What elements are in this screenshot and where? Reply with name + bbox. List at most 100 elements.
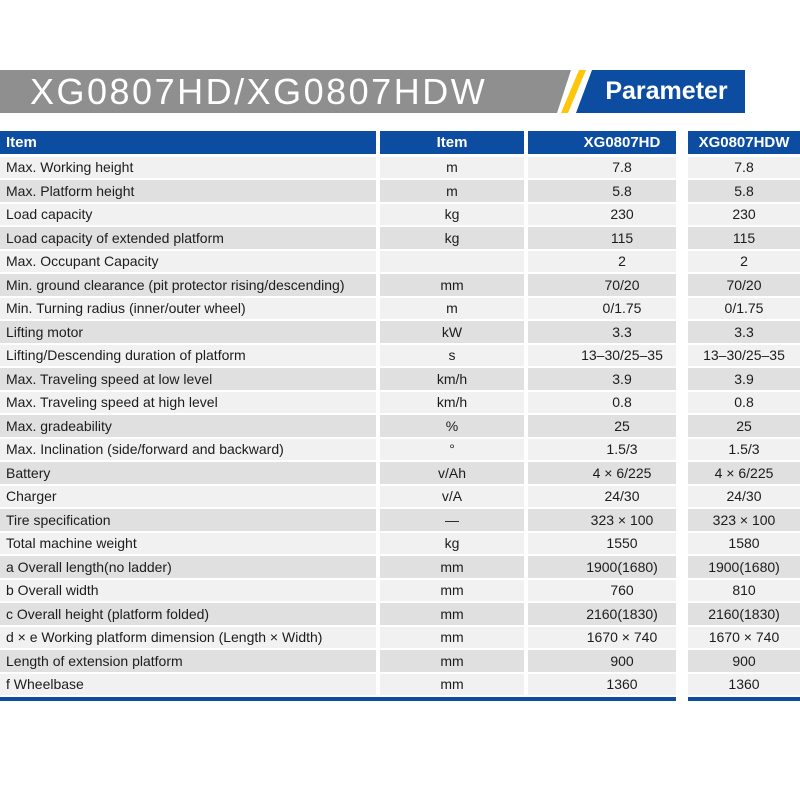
table-row: Max. Platform height m 5.8 5.8 [0,180,800,202]
spec-unit: m [380,156,524,178]
spec-unit: km/h [380,391,524,413]
spec-unit: ° [380,438,524,460]
spec-value-hdw: 1670 × 740 [688,626,800,648]
spec-unit: mm [380,556,524,578]
spec-value-hd: 4 × 6/225 [528,462,676,484]
spec-item-label: Max. Traveling speed at high level [0,391,376,413]
spec-item-label: Max. gradeability [0,415,376,437]
spec-value-hdw: 1360 [688,673,800,695]
spec-item-label: Max. Occupant Capacity [0,250,376,272]
spec-value-hdw: 2 [688,250,800,272]
spec-value-hd: 70/20 [528,274,676,296]
table-row: Battery v/Ah 4 × 6/225 4 × 6/225 [0,462,800,484]
spec-item-label: Max. Platform height [0,180,376,202]
table-row: Max. Inclination (side/forward and backw… [0,438,800,460]
spec-item-label: d × e Working platform dimension (Length… [0,626,376,648]
spec-unit: mm [380,650,524,672]
spec-value-hd: 760 [528,579,676,601]
spec-unit: v/A [380,485,524,507]
spec-unit: km/h [380,368,524,390]
spec-item-label: c Overall height (platform folded) [0,603,376,625]
table-row: d × e Working platform dimension (Length… [0,626,800,648]
spec-item-label: Load capacity of extended platform [0,227,376,249]
spec-value-hdw: 2160(1830) [688,603,800,625]
spec-value-hdw: 24/30 [688,485,800,507]
spec-value-hd: 1900(1680) [528,556,676,578]
spec-value-hdw: 1580 [688,532,800,554]
spec-unit [380,250,524,272]
parameter-tag-label: Parameter [605,77,728,105]
spec-value-hdw: 7.8 [688,156,800,178]
spec-value-hdw: 3.9 [688,368,800,390]
spec-value-hd: 24/30 [528,485,676,507]
table-header-row: Item Item XG0807HD XG0807HDW [0,131,800,154]
spec-rows: Max. Working height m 7.8 7.8 Max. Platform … [0,156,800,695]
spec-value-hd: 0/1.75 [528,297,676,319]
spec-value-hdw: 0.8 [688,391,800,413]
spec-value-hd: 2160(1830) [528,603,676,625]
spec-unit: kW [380,321,524,343]
spec-value-hd: 13–30/25–35 [528,344,676,366]
header-xg0807hdw: XG0807HDW [688,131,800,154]
table-row: a Overall length(no ladder) mm 1900(1680) 1… [0,556,800,578]
spec-unit: kg [380,203,524,225]
spec-item-label: Max. Working height [0,156,376,178]
spec-value-hdw: 3.3 [688,321,800,343]
spec-value-hd: 230 [528,203,676,225]
table-row: b Overall width mm 760 810 [0,579,800,601]
table-row: Max. Traveling speed at low level km/h 3.9… [0,368,800,390]
spec-value-hd: 5.8 [528,180,676,202]
spec-value-hd: 3.3 [528,321,676,343]
spec-item-label: Max. Traveling speed at low level [0,368,376,390]
table-row: Load capacity kg 230 230 [0,203,800,225]
table-row: f Wheelbase mm 1360 1360 [0,673,800,695]
header-unit: Item [380,131,524,154]
spec-item-label: Lifting motor [0,321,376,343]
table-row: Max. gradeability% 25 25 [0,415,800,437]
spec-item-label: f Wheelbase [0,673,376,695]
spec-item-label: b Overall width [0,579,376,601]
spec-unit: mm [380,626,524,648]
spec-item-label: Length of extension platform [0,650,376,672]
model-title: XG0807HD/XG0807HDW [30,70,488,112]
spec-value-hdw: 1.5/3 [688,438,800,460]
spec-value-hdw: 4 × 6/225 [688,462,800,484]
spec-item-label: Total machine weight [0,532,376,554]
spec-value-hdw: 70/20 [688,274,800,296]
table-row: Length of extension platform mm 900 900 [0,650,800,672]
table-row: Tire specification —323 × 100 323 × 100 [0,509,800,531]
spec-value-hd: 323 × 100 [528,509,676,531]
table-row: Total machine weight kg 1550 1580 [0,532,800,554]
spec-item-label: Load capacity [0,203,376,225]
table-row: Load capacity of extended platform kg 115 1… [0,227,800,249]
parameter-tag: Parameter [576,70,745,113]
spec-value-hd: 0.8 [528,391,676,413]
spec-value-hd: 7.8 [528,156,676,178]
spec-unit: — [380,509,524,531]
spec-value-hd: 1360 [528,673,676,695]
table-row: Max. Working height m 7.8 7.8 [0,156,800,178]
spec-value-hdw: 115 [688,227,800,249]
table-row: Min. ground clearance (pit protector ris… [0,274,800,296]
spec-unit: mm [380,274,524,296]
spec-value-hdw: 25 [688,415,800,437]
table-bottom-rule [0,697,800,701]
spec-value-hd: 25 [528,415,676,437]
spec-unit: kg [380,227,524,249]
title-bar: XG0807HD/XG0807HDW [0,70,571,113]
spec-item-label: Battery [0,462,376,484]
table-row: Max. Occupant Capacity 2 2 [0,250,800,272]
spec-item-label: Min. ground clearance (pit protector ris… [0,274,376,296]
spec-value-hdw: 810 [688,579,800,601]
table-row: Charger v/A 24/30 24/30 [0,485,800,507]
spec-value-hd: 115 [528,227,676,249]
header-xg0807hd: XG0807HD [528,131,676,154]
spec-item-label: a Overall length(no ladder) [0,556,376,578]
spec-unit: % [380,415,524,437]
spec-value-hd: 1550 [528,532,676,554]
spec-unit: m [380,297,524,319]
table-row: Lifting motor kW 3.3 3.3 [0,321,800,343]
spec-value-hdw: 5.8 [688,180,800,202]
spec-unit: v/Ah [380,462,524,484]
spec-value-hdw: 0/1.75 [688,297,800,319]
